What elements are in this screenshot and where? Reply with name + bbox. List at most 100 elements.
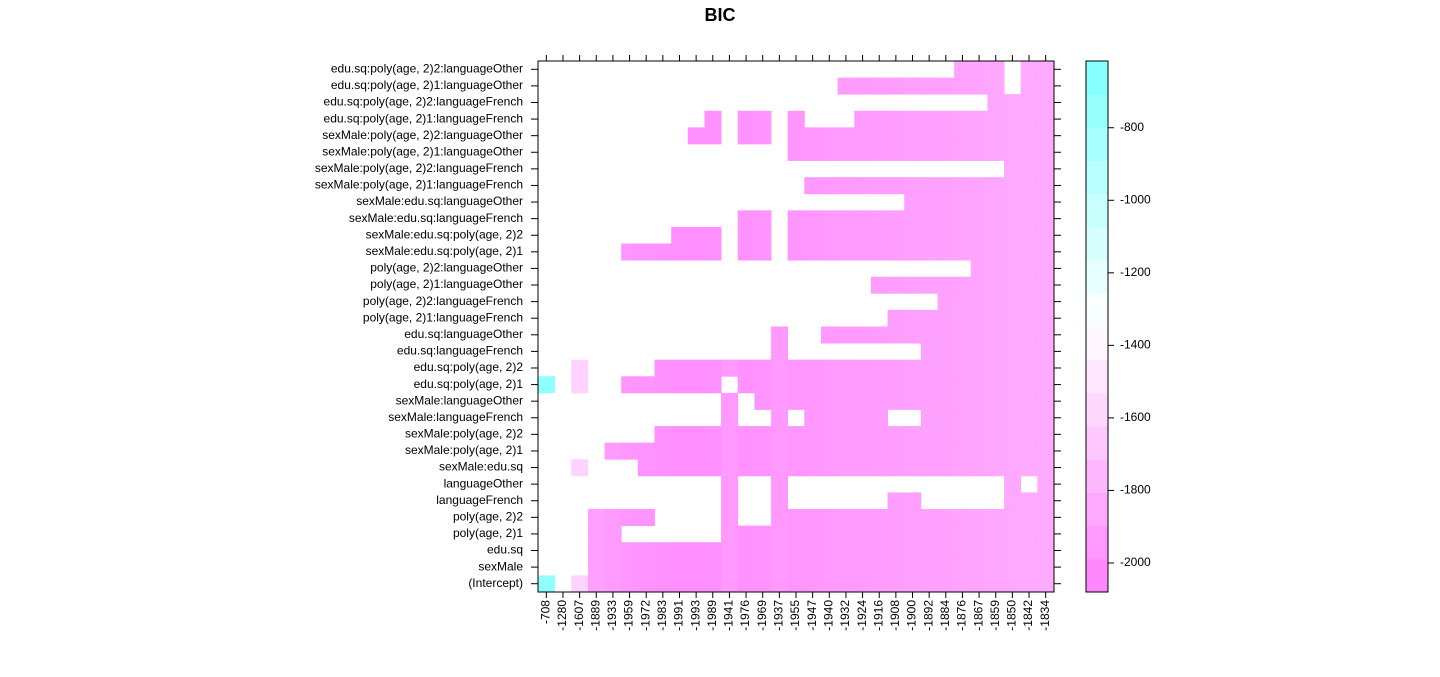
cell xyxy=(1037,426,1055,444)
cell xyxy=(987,326,1005,344)
cell xyxy=(1020,210,1038,228)
cell xyxy=(837,442,855,460)
cell xyxy=(937,343,955,361)
cell xyxy=(1037,160,1055,178)
cell xyxy=(1004,409,1022,427)
cell xyxy=(954,309,972,327)
x-tick-label: -1972 xyxy=(638,600,652,631)
cell xyxy=(704,110,722,128)
cell xyxy=(1004,143,1022,161)
cell xyxy=(1037,61,1055,78)
cell xyxy=(970,359,988,377)
cell xyxy=(970,376,988,394)
cell xyxy=(837,177,855,195)
cell xyxy=(671,426,689,444)
cell xyxy=(820,525,839,543)
cell xyxy=(904,210,922,228)
cell xyxy=(987,77,1005,95)
cell xyxy=(954,442,972,460)
cell xyxy=(1020,392,1038,410)
cell xyxy=(887,575,905,593)
row-label: poly(age, 2)1:languageOther xyxy=(370,277,523,291)
row-label: edu.sq:languageOther xyxy=(404,327,523,341)
cell xyxy=(920,376,938,394)
cell xyxy=(970,276,988,294)
cell xyxy=(804,226,822,244)
cell xyxy=(721,426,739,444)
cell xyxy=(737,210,755,228)
cell xyxy=(1020,193,1038,211)
cell xyxy=(954,143,972,161)
cell xyxy=(820,542,839,560)
cell xyxy=(904,359,922,377)
cell xyxy=(671,459,689,477)
cell xyxy=(954,359,972,377)
cell xyxy=(721,558,739,576)
cell xyxy=(671,226,689,244)
cell xyxy=(820,127,839,145)
cell xyxy=(920,226,938,244)
cell xyxy=(920,177,938,195)
cell xyxy=(771,558,789,576)
colorbar-band xyxy=(1086,492,1108,527)
cell xyxy=(837,127,855,145)
x-tick-label: -1947 xyxy=(805,600,819,631)
x-tick-label: -1933 xyxy=(605,600,619,631)
cell xyxy=(687,442,705,460)
cell xyxy=(887,492,905,510)
cell xyxy=(937,442,955,460)
cell xyxy=(771,392,789,410)
cell xyxy=(937,558,955,576)
cell xyxy=(1004,542,1022,560)
cell xyxy=(837,77,855,95)
cell xyxy=(654,426,672,444)
cell xyxy=(887,509,905,527)
cell xyxy=(538,376,556,394)
cell xyxy=(854,110,872,128)
x-tick-label: -1937 xyxy=(772,600,786,631)
cell xyxy=(904,558,922,576)
cell xyxy=(954,525,972,543)
cell xyxy=(1020,293,1038,311)
cell xyxy=(687,459,705,477)
colorbar-tick-label: -1200 xyxy=(1120,265,1151,279)
cell xyxy=(1037,177,1055,195)
cell xyxy=(754,558,772,576)
cell xyxy=(837,509,855,527)
x-tick-label: -1969 xyxy=(755,600,769,631)
cell xyxy=(820,509,839,527)
cell xyxy=(920,442,938,460)
cell xyxy=(970,409,988,427)
cell xyxy=(1037,575,1055,593)
cell xyxy=(1037,343,1055,361)
cell xyxy=(1004,243,1022,261)
cell xyxy=(920,193,938,211)
cell xyxy=(987,193,1005,211)
cell xyxy=(970,326,988,344)
colorbar-tick-label: -800 xyxy=(1120,120,1144,134)
x-tick-label: -708 xyxy=(538,600,552,624)
cell xyxy=(954,509,972,527)
cell xyxy=(637,509,655,527)
cell xyxy=(1020,177,1038,195)
cell xyxy=(954,226,972,244)
cell xyxy=(920,575,938,593)
colorbar-band xyxy=(1086,558,1108,593)
cell xyxy=(1037,260,1055,278)
cell xyxy=(1037,226,1055,244)
cell xyxy=(920,392,938,410)
colorbar-band xyxy=(1086,61,1108,95)
cell xyxy=(904,143,922,161)
chart-title: BIC xyxy=(705,5,736,25)
x-tick-label: -1900 xyxy=(905,600,919,631)
cell xyxy=(837,243,855,261)
colorbar-tick-label: -1800 xyxy=(1120,483,1151,497)
cell xyxy=(870,392,888,410)
x-tick-label: -1884 xyxy=(938,600,952,631)
cell xyxy=(1004,210,1022,228)
cell xyxy=(987,409,1005,427)
cell xyxy=(804,210,822,228)
cell xyxy=(920,243,938,261)
cell xyxy=(870,243,888,261)
cell xyxy=(970,558,988,576)
